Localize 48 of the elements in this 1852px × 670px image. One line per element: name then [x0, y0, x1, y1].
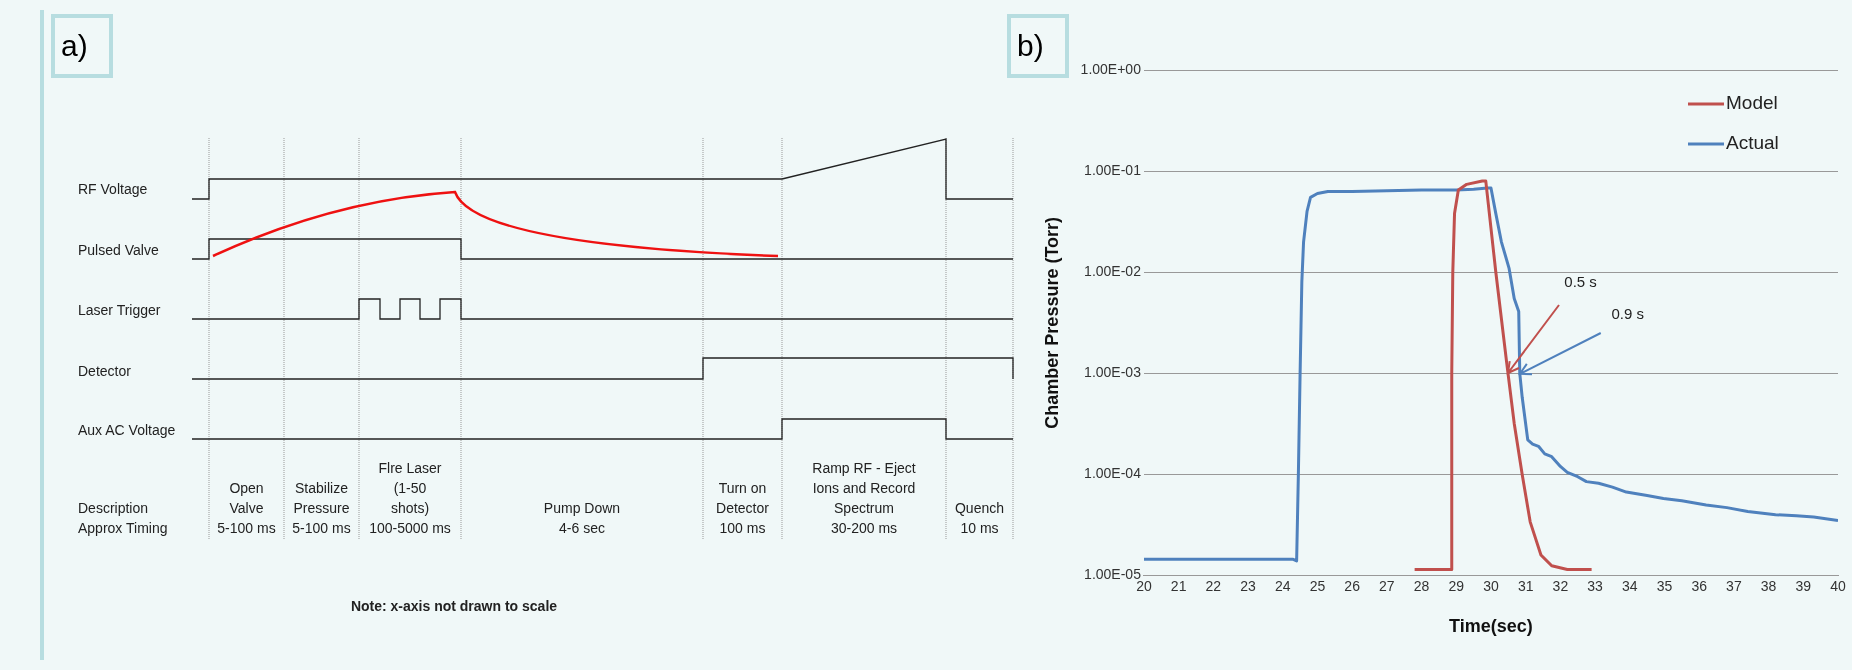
- x-tick-label: 27: [1379, 577, 1395, 594]
- x-tick-label: 21: [1170, 577, 1187, 594]
- x-tick-label: 32: [1552, 577, 1569, 594]
- text: Open Valve 5-100 ms: [217, 480, 276, 536]
- text: Laser Trigger: [78, 301, 161, 320]
- text: Note: x-axis not drawn to scale: [349, 597, 559, 616]
- chart-title: b): [1007, 14, 1069, 78]
- x-tick-label: 28: [1413, 577, 1430, 594]
- y-tick-label: 1.00E+00: [1080, 60, 1142, 77]
- x-tick-label: 24: [1274, 577, 1291, 594]
- x-tick-label: 33: [1587, 577, 1604, 594]
- text: RF Voltage: [78, 180, 148, 199]
- legend-label: Model: [1726, 92, 1778, 114]
- x-axis-title: Time(sec): [1449, 616, 1533, 637]
- y-tick-label: 1.00E-02: [1084, 263, 1142, 280]
- x-tick-label: 25: [1309, 577, 1326, 594]
- text: Approx Timing: [78, 519, 168, 538]
- x-tick-label: 22: [1205, 577, 1222, 594]
- x-tick-label: 36: [1691, 577, 1708, 594]
- y-axis-title: Chamber Pressure (Torr): [1041, 216, 1062, 429]
- x-tick-label: 40: [1830, 577, 1846, 594]
- x-tick-label: 30: [1483, 577, 1499, 594]
- text: Ramp RF - Eject Ions and Record Spectrum 30-200 ms: [811, 459, 917, 538]
- y-tick-label: 1.00E-03: [1084, 364, 1142, 381]
- x-tick-label: 35: [1656, 577, 1673, 594]
- x-tick-label: 29: [1448, 577, 1465, 594]
- x-tick-label: 31: [1517, 577, 1534, 594]
- text: Detector: [78, 362, 131, 381]
- y-tick-label: 1.00E-04: [1084, 465, 1142, 482]
- y-tick-label: 1.00E-01: [1084, 161, 1142, 178]
- text: Pulsed Valve: [78, 241, 159, 260]
- text: Pump Down 4-6 sec: [542, 499, 622, 538]
- annotation: 0.5 s: [1564, 273, 1597, 291]
- x-tick-label: 39: [1795, 577, 1812, 594]
- x-tick-label: 34: [1621, 577, 1638, 594]
- x-tick-label: 26: [1344, 577, 1361, 594]
- text: a): [51, 14, 113, 78]
- text: Turn on Detector 100 ms: [715, 479, 770, 538]
- x-tick-label: 37: [1726, 577, 1742, 594]
- text: Description: [78, 499, 149, 518]
- text: Flre Laser (1-50 shots) 100-5000 ms: [369, 460, 451, 536]
- legend-label: Actual: [1726, 132, 1779, 154]
- text: Quench 10 ms: [953, 499, 1005, 538]
- text: Stabilize Pressure 5-100 ms: [292, 480, 351, 536]
- text: Aux AC Voltage: [78, 421, 176, 440]
- x-tick-label: 23: [1240, 577, 1257, 594]
- x-tick-label: 38: [1760, 577, 1777, 594]
- annotation: 0.9 s: [1611, 305, 1644, 323]
